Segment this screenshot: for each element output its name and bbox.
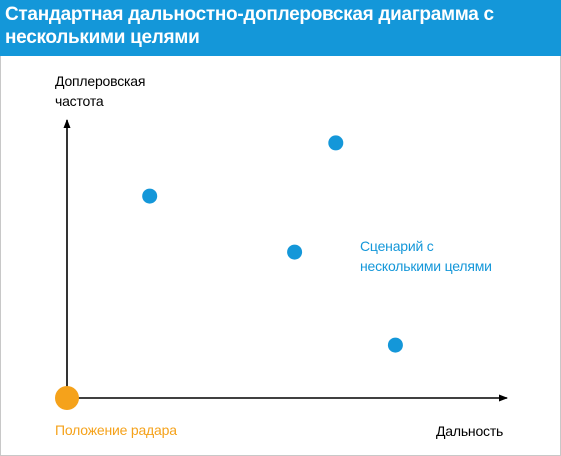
- diagram-title: Стандартная дальностно-доплеровская диаг…: [5, 3, 555, 49]
- title-bar: Стандартная дальностно-доплеровская диаг…: [0, 0, 561, 56]
- title-line-1: Стандартная дальностно-доплеровская диаг…: [5, 4, 494, 25]
- scenario-label-line-1: Сценарий с: [360, 238, 434, 254]
- x-axis-label: Дальность: [436, 423, 504, 439]
- radar-marker: [55, 386, 79, 410]
- target-point-3: [328, 135, 344, 151]
- title-line-2: несколькими целями: [5, 27, 200, 48]
- target-point-1: [142, 188, 158, 204]
- y-axis-label-line-1: Доплеровская: [55, 73, 146, 89]
- target-point-2: [287, 244, 303, 260]
- diagram-canvas: [55, 119, 508, 410]
- y-axis-label: Доплеровская частота: [55, 71, 145, 111]
- y-axis-label-line-2: частота: [55, 93, 104, 109]
- scenario-label-line-2: несколькими целями: [360, 258, 492, 274]
- scenario-label: Сценарий с несколькими целями: [360, 236, 492, 276]
- radar-position-label: Положение радара: [55, 422, 177, 438]
- targets-layer: [142, 135, 403, 353]
- target-point-4: [387, 337, 403, 353]
